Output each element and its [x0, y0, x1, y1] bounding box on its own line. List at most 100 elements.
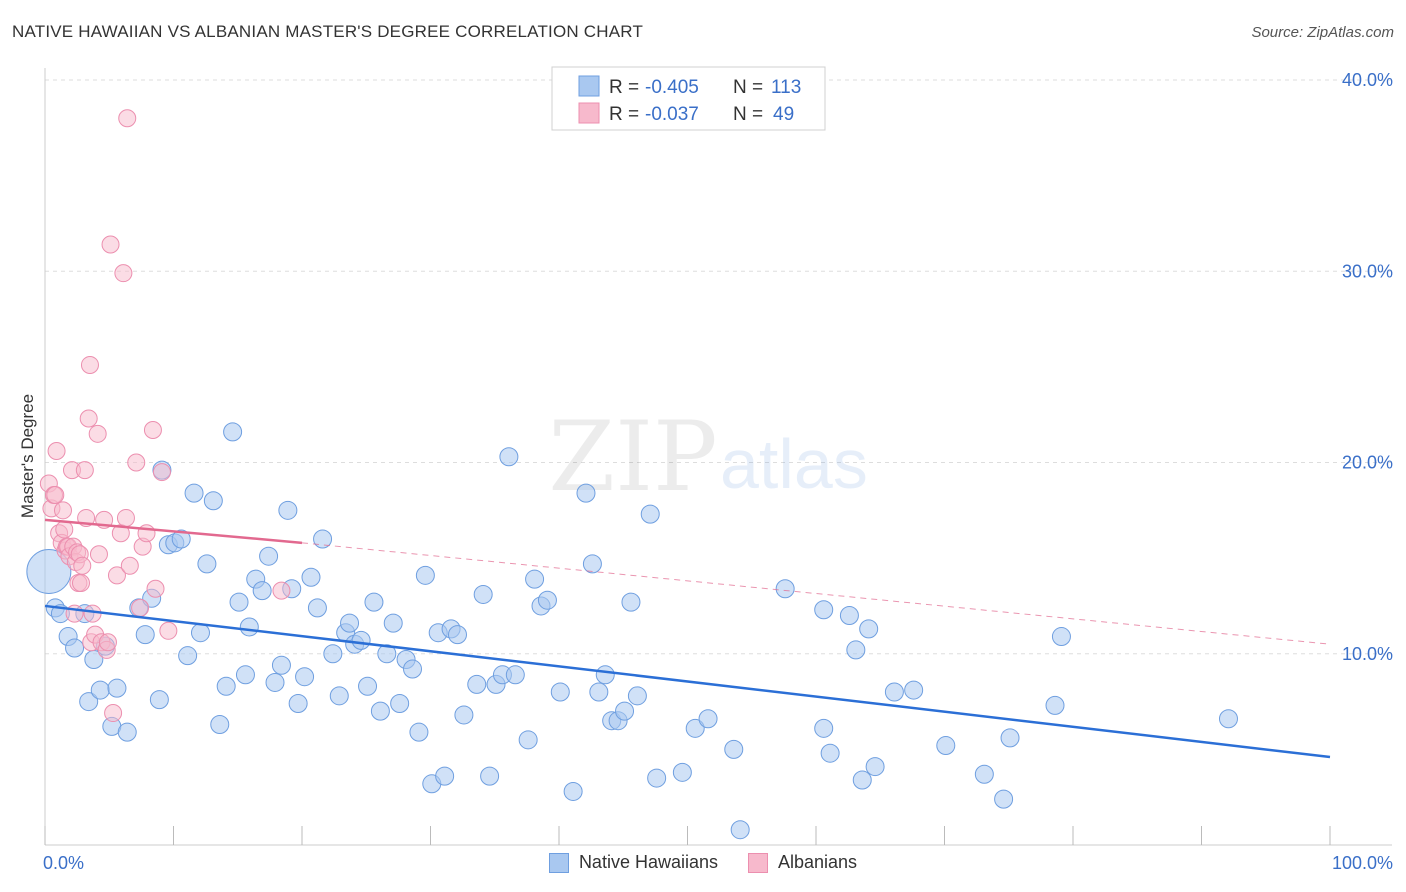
point-native-hawaiians — [223, 422, 243, 442]
point-native-hawaiians — [839, 606, 859, 625]
point-native-hawaiians — [323, 644, 343, 664]
point-native-hawaiians — [358, 676, 378, 696]
point-native-hawaiians — [846, 640, 866, 660]
point-albanians — [89, 545, 108, 564]
point-native-hawaiians — [518, 730, 538, 750]
point-albanians — [47, 442, 66, 461]
point-native-hawaiians — [252, 581, 272, 601]
point-native-hawaiians — [473, 584, 493, 604]
point-albanians — [116, 508, 135, 527]
point-native-hawaiians — [107, 678, 127, 698]
point-native-hawaiians — [595, 665, 615, 685]
point-native-hawaiians — [698, 709, 718, 729]
point-native-hawaiians — [1000, 728, 1020, 748]
point-albanians — [55, 520, 74, 539]
trend-lines — [44, 518, 1331, 759]
point-native-hawaiians — [90, 680, 110, 700]
point-native-hawaiians — [403, 659, 423, 679]
point-native-hawaiians — [390, 693, 410, 713]
point-native-hawaiians — [447, 625, 467, 645]
point-native-hawaiians — [149, 690, 169, 710]
point-native-hawaiians — [467, 674, 487, 694]
point-native-hawaiians — [936, 736, 956, 756]
point-native-hawaiians — [203, 491, 223, 511]
y-tick-label: 30.0% — [1342, 261, 1393, 281]
point-albanians — [46, 486, 65, 505]
point-native-hawaiians — [974, 764, 994, 784]
point-native-hawaiians — [814, 600, 834, 620]
point-native-hawaiians — [278, 500, 298, 520]
trend-line-native-hawaiians — [44, 604, 1331, 759]
legend-label-native-hawaiians: Native Hawaiians — [578, 852, 718, 872]
x-tick-label-min: 0.0% — [43, 853, 84, 873]
svg-text:R = -0.405 N =: R = -0.405 N = 113 — [609, 77, 801, 98]
legend-item-albanians[interactable]: Albanians — [748, 852, 857, 873]
point-native-hawaiians — [814, 718, 834, 738]
stats-legend-pink-swatch — [578, 102, 600, 124]
point-native-hawaiians — [409, 722, 429, 742]
point-native-hawaiians — [239, 617, 259, 637]
point-native-hawaiians — [640, 504, 660, 524]
point-native-hawaiians — [576, 483, 596, 503]
point-native-hawaiians — [340, 613, 360, 633]
point-native-hawaiians — [627, 686, 647, 706]
point-native-hawaiians — [1218, 709, 1238, 729]
point-native-hawaiians — [615, 701, 635, 721]
point-native-hawaiians — [415, 565, 435, 585]
point-native-hawaiians — [135, 625, 155, 645]
point-native-hawaiians — [852, 770, 872, 790]
point-native-hawaiians — [1051, 627, 1071, 647]
bottom-legend: Native Hawaiians Albanians — [0, 852, 1406, 873]
point-native-hawaiians — [271, 655, 291, 675]
point-albanians — [79, 409, 98, 428]
point-native-hawaiians — [537, 590, 557, 610]
point-albanians — [98, 633, 117, 652]
point-native-hawaiians — [582, 554, 602, 574]
y-tick-label: 20.0% — [1342, 453, 1393, 473]
stats-r-label-blue: R = — [609, 77, 644, 98]
point-albanians — [120, 556, 139, 575]
point-albanians — [159, 621, 178, 640]
point-albanians — [75, 461, 94, 480]
point-albanians — [131, 598, 150, 617]
point-native-hawaiians — [351, 630, 371, 650]
point-native-hawaiians — [313, 529, 333, 549]
point-native-hawaiians — [550, 682, 570, 702]
watermark-atlas: atlas — [720, 425, 868, 503]
point-native-hawaiians — [171, 529, 191, 549]
point-native-hawaiians — [190, 623, 210, 643]
point-albanians — [114, 264, 133, 283]
stats-n-label-blue: N = — [733, 77, 768, 98]
point-native-hawaiians — [820, 743, 840, 763]
point-albanians — [104, 704, 123, 723]
point-albanians — [127, 453, 146, 472]
stats-r-value-pink: -0.037 — [645, 104, 699, 125]
trend-line-albanians — [44, 518, 303, 545]
y-tick-label: 10.0% — [1342, 644, 1393, 664]
point-native-hawaiians — [259, 546, 279, 566]
point-native-hawaiians — [377, 644, 397, 664]
point-albanians — [83, 604, 102, 623]
svg-text:R = -0.037 N =: R = -0.037 N = 49 — [609, 104, 794, 125]
point-native-hawaiians — [184, 483, 204, 503]
point-native-hawaiians — [235, 665, 255, 685]
point-native-hawaiians — [307, 598, 327, 618]
source-label: Source: ZipAtlas.com — [1251, 24, 1394, 41]
y-tick-label: 40.0% — [1342, 70, 1393, 90]
series-native-hawaiians — [26, 422, 1238, 840]
point-native-hawaiians — [859, 619, 879, 639]
tick-labels: 10.0% 20.0% 30.0% 40.0% 0.0% 100.0% — [43, 70, 1393, 873]
point-native-hawaiians — [672, 762, 692, 782]
point-native-hawaiians — [370, 701, 390, 721]
point-albanians — [146, 579, 165, 598]
point-native-hawaiians — [994, 789, 1014, 809]
point-native-hawaiians — [865, 757, 885, 777]
point-native-hawaiians — [589, 682, 609, 702]
point-native-hawaiians — [79, 692, 99, 712]
y-axis-title: Master's Degree — [18, 394, 37, 518]
stats-n-value-pink: 49 — [773, 104, 794, 125]
stats-legend-blue-swatch — [578, 75, 600, 97]
point-native-hawaiians — [265, 672, 285, 692]
legend-item-native-hawaiians[interactable]: Native Hawaiians — [548, 852, 718, 873]
